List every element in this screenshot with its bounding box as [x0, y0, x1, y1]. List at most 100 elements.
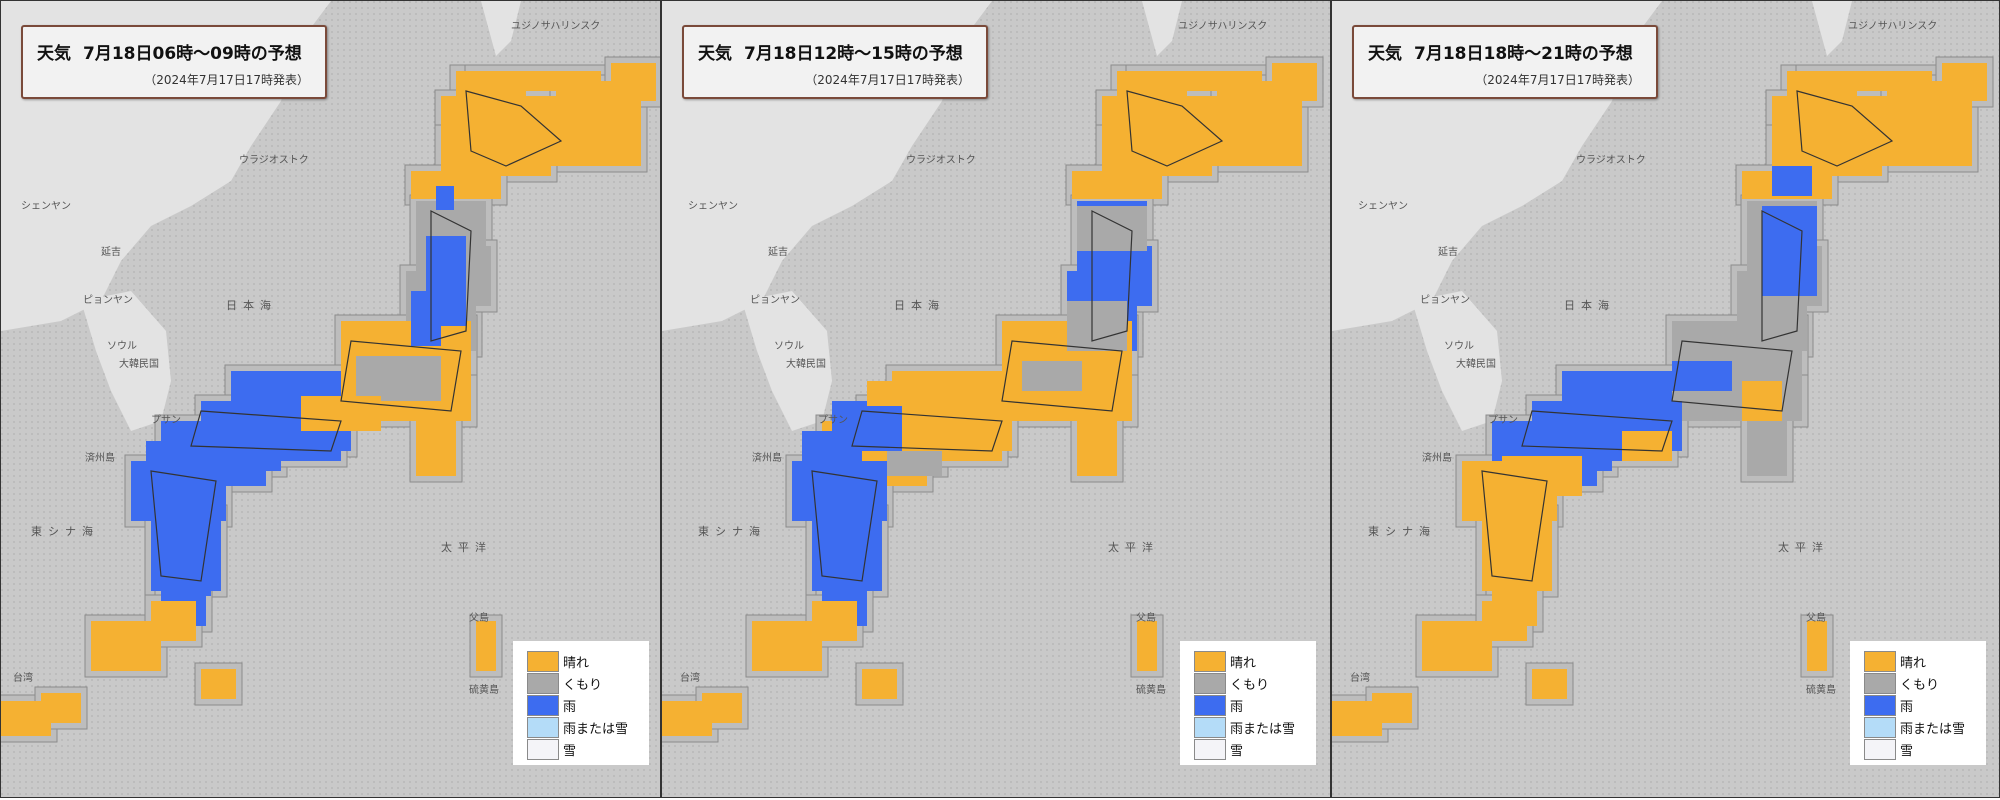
- label-korea: 大韓民国: [119, 359, 159, 370]
- forecast-title-3: 天気 7月18日18時～21時の予想: [1368, 44, 1633, 64]
- foreign-land-1: [81, 291, 171, 431]
- legend-label-cloudy: くもり: [1900, 677, 1940, 693]
- issued-time-1: （2024年7月17日17時発表）: [144, 73, 309, 87]
- label-taiwan: 台湾: [13, 673, 33, 684]
- issued-time-2: （2024年7月17日17時発表）: [805, 73, 970, 87]
- label-sakhalin: ユジノサハリンスク: [511, 21, 601, 32]
- label-pyongyang: ピョンヤン: [1420, 295, 1470, 306]
- forecast-area-daito: [1532, 669, 1567, 699]
- issued-time-3: （2024年7月17日17時発表）: [1475, 73, 1640, 87]
- forecast-patch-cloudy: [1022, 361, 1082, 391]
- legend-item-cloudy: くもり: [527, 672, 649, 694]
- forecast-area-hokkaido: [1272, 63, 1317, 101]
- foreign-land-2: [1812, 1, 1852, 56]
- label-shenyang: シェンヤン: [1358, 201, 1408, 212]
- label-jeju: 済州島: [752, 453, 782, 464]
- label-taiwan: 台湾: [1350, 673, 1370, 684]
- forecast-area-hokkaido: [556, 81, 616, 136]
- legend-item-snow: 雪: [1194, 738, 1316, 760]
- forecast-patch-cloudy: [887, 451, 942, 476]
- legend-swatch-sunny: [527, 650, 559, 672]
- forecast-patch-rain: [817, 521, 877, 581]
- label-pacific: 太平洋: [441, 541, 492, 554]
- weather-map-1: [1, 1, 660, 797]
- label-shenyang: シェンヤン: [688, 201, 738, 212]
- label-yanji: 延吉: [768, 247, 788, 258]
- title-box-1: 天気 7月18日06時～09時の予想 （2024年7月17日17時発表）: [21, 25, 327, 99]
- legend-label-rain: 雨: [1230, 699, 1244, 715]
- forecast-patch-cloudy: [1077, 206, 1147, 251]
- label-pyongyang: ピョンヤン: [83, 295, 133, 306]
- forecast-panel-1: ユジノサハリンスク ウラジオストク シェンヤン 延吉 ピョンヤン ソウル 大韓民…: [0, 0, 661, 798]
- forecast-area-ogasawara: [1807, 621, 1827, 671]
- label-chichijima: 父島: [469, 613, 489, 624]
- forecast-area-west: [942, 431, 1002, 461]
- forecast-patch-rain: [1762, 206, 1817, 296]
- label-chichijima: 父島: [1806, 613, 1826, 624]
- legend-item-cloudy: くもり: [1864, 672, 1986, 694]
- forecast-area-ogasawara: [1137, 621, 1157, 671]
- legend-label-rain_or_snow: 雨または雪: [1230, 721, 1296, 737]
- forecast-area-west: [281, 431, 341, 461]
- forecast-patch-rain: [1672, 361, 1732, 391]
- legend-swatch-cloudy: [1864, 672, 1896, 694]
- forecast-area-sakishima: [702, 693, 742, 723]
- label-jeju: 済州島: [1422, 453, 1452, 464]
- label-pacific: 太平洋: [1778, 541, 1829, 554]
- legend-swatch-snow: [1194, 738, 1226, 760]
- legend-label-snow: 雪: [1900, 743, 1914, 759]
- japan-coastline: [1481, 90, 1894, 582]
- label-japan-sea: 日本海: [1564, 299, 1615, 312]
- legend-swatch-rain: [1194, 694, 1226, 716]
- forecast-area-hokkaido: [611, 63, 656, 101]
- label-east-china-sea: 東シナ海: [31, 525, 99, 538]
- legend-swatch-rain_or_snow: [1864, 716, 1896, 738]
- forecast-patch-sunny: [461, 111, 501, 151]
- label-shenyang: シェンヤン: [21, 201, 71, 212]
- forecast-patch-rain: [1522, 426, 1572, 456]
- legend-item-rain: 雨: [527, 694, 649, 716]
- label-japan-sea: 日本海: [226, 299, 277, 312]
- forecast-title-1: 天気 7月18日06時～09時の予想: [37, 44, 302, 64]
- forecast-patch-sunny: [301, 396, 381, 431]
- forecast-panel-2: ユジノサハリンスク ウラジオストク シェンヤン 延吉 ピョンヤン ソウル 大韓民…: [661, 0, 1331, 798]
- forecast-title-2: 天気 7月18日12時～15時の予想: [698, 44, 963, 64]
- label-japan-sea: 日本海: [894, 299, 945, 312]
- legend-swatch-cloudy: [527, 672, 559, 694]
- title-box-3: 天気 7月18日18時～21時の予想 （2024年7月17日17時発表）: [1352, 25, 1658, 99]
- legend-item-sunny: 晴れ: [1194, 650, 1316, 672]
- legend-label-sunny: 晴れ: [1230, 655, 1257, 671]
- label-sakhalin: ユジノサハリンスク: [1848, 21, 1938, 32]
- foreign-land-1: [1412, 291, 1502, 431]
- legend-item-sunny: 晴れ: [1864, 650, 1986, 672]
- label-east-china-sea: 東シナ海: [698, 525, 766, 538]
- label-chichijima: 父島: [1136, 613, 1156, 624]
- label-busan: プサン: [818, 415, 848, 426]
- forecast-patch-rain: [436, 186, 454, 210]
- legend-label-rain: 雨: [563, 699, 577, 715]
- label-korea: 大韓民国: [1456, 359, 1496, 370]
- legend-label-sunny: 晴れ: [1900, 655, 1927, 671]
- legend-item-sunny: 晴れ: [527, 650, 649, 672]
- legend-swatch-rain_or_snow: [527, 716, 559, 738]
- forecast-area-okinawa: [752, 621, 822, 671]
- label-seoul: ソウル: [107, 341, 137, 352]
- label-iwo: 硫黄島: [1136, 685, 1166, 696]
- forecast-area-hokkaido: [1887, 81, 1947, 136]
- forecast-area-tohoku: [1132, 246, 1152, 306]
- foreign-land-1: [742, 291, 832, 431]
- legend-label-rain: 雨: [1900, 699, 1914, 715]
- forecast-patch-rain: [1772, 166, 1812, 196]
- label-sakhalin: ユジノサハリンスク: [1178, 21, 1268, 32]
- forecast-patch-rain: [411, 291, 441, 346]
- label-busan: プサン: [151, 415, 181, 426]
- legend-label-sunny: 晴れ: [563, 655, 590, 671]
- forecast-area-okinawa: [812, 601, 857, 641]
- forecast-area-sakishima: [1372, 693, 1412, 723]
- forecast-area-okinawa: [1422, 621, 1492, 671]
- forecast-area-sakishima: [41, 693, 81, 723]
- forecast-area-hokkaido: [1072, 171, 1162, 199]
- label-iwo: 硫黄島: [1806, 685, 1836, 696]
- forecast-area-chubu: [416, 416, 456, 476]
- title-box-2: 天気 7月18日12時～15時の予想 （2024年7月17日17時発表）: [682, 25, 988, 99]
